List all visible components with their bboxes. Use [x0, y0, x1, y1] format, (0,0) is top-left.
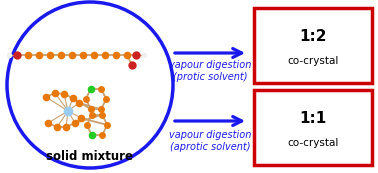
Text: co-crystal: co-crystal — [287, 138, 339, 148]
Text: vapour digestion: vapour digestion — [169, 130, 251, 140]
Text: solid mixture: solid mixture — [46, 150, 133, 163]
FancyBboxPatch shape — [254, 90, 372, 165]
Text: (aprotic solvent): (aprotic solvent) — [170, 142, 250, 152]
Text: 1:2: 1:2 — [299, 29, 327, 44]
Text: (protic solvent): (protic solvent) — [173, 72, 247, 82]
Text: co-crystal: co-crystal — [287, 56, 339, 66]
Text: vapour digestion: vapour digestion — [169, 60, 251, 70]
FancyBboxPatch shape — [254, 8, 372, 83]
Text: 1:1: 1:1 — [299, 111, 327, 126]
